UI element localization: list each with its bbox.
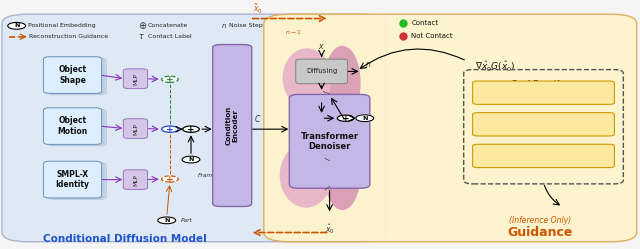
Text: Condition
Encoder: Condition Encoder <box>226 106 239 145</box>
Ellipse shape <box>284 49 331 107</box>
Text: Transformer
Denoiser: Transformer Denoiser <box>301 132 358 151</box>
Circle shape <box>182 156 200 163</box>
Text: Contact Label: Contact Label <box>148 34 191 39</box>
Text: Object
Motion: Object Motion <box>58 117 88 136</box>
Text: Goal Functions: Goal Functions <box>511 80 575 89</box>
Text: N: N <box>362 116 367 121</box>
Text: Diffusing: Diffusing <box>306 68 337 74</box>
FancyBboxPatch shape <box>124 170 148 189</box>
Text: Frame: Frame <box>198 173 216 178</box>
Text: $\nabla\hat{x}_0 G(\hat{x}_0)$: $\nabla\hat{x}_0 G(\hat{x}_0)$ <box>476 60 516 74</box>
FancyBboxPatch shape <box>472 144 614 168</box>
Circle shape <box>182 126 199 132</box>
Ellipse shape <box>280 144 332 207</box>
Text: $\hat{x}_0$: $\hat{x}_0$ <box>324 222 335 236</box>
Text: N: N <box>14 23 19 28</box>
Circle shape <box>337 115 354 121</box>
FancyBboxPatch shape <box>46 58 104 94</box>
Text: $G_{HO}(\hat{x}_0, \tau)$: $G_{HO}(\hat{x}_0, \tau)$ <box>524 86 563 100</box>
FancyBboxPatch shape <box>49 58 107 95</box>
Text: Part: Part <box>180 218 193 223</box>
FancyBboxPatch shape <box>124 119 148 138</box>
FancyBboxPatch shape <box>46 162 104 199</box>
Text: MLP: MLP <box>133 73 138 85</box>
Text: Not Contact: Not Contact <box>412 33 453 39</box>
Ellipse shape <box>324 47 360 120</box>
Text: N: N <box>188 157 194 162</box>
Text: $\tilde{x}_0$: $\tilde{x}_0$ <box>253 3 263 16</box>
Text: +: + <box>166 125 173 134</box>
Circle shape <box>8 22 26 29</box>
FancyBboxPatch shape <box>289 94 370 188</box>
FancyBboxPatch shape <box>472 81 614 104</box>
FancyBboxPatch shape <box>264 14 637 242</box>
Text: $G_{GS}(\hat{x}_0, \tau)$: $G_{GS}(\hat{x}_0, \tau)$ <box>525 117 563 131</box>
FancyBboxPatch shape <box>49 163 107 199</box>
Text: $n$: $n$ <box>221 22 227 30</box>
Text: $n-1$: $n-1$ <box>285 28 302 36</box>
Text: SMPL-X
Identity: SMPL-X Identity <box>56 170 90 189</box>
Text: Guidance: Guidance <box>508 226 573 239</box>
Circle shape <box>162 126 178 132</box>
Text: Contact: Contact <box>412 20 438 26</box>
Text: $x$: $x$ <box>318 42 325 51</box>
Circle shape <box>158 217 175 224</box>
FancyBboxPatch shape <box>212 45 252 206</box>
Text: Object
Shape: Object Shape <box>58 65 86 85</box>
Text: Reconstruction Guidance: Reconstruction Guidance <box>29 34 108 39</box>
FancyBboxPatch shape <box>124 69 148 89</box>
Text: $C$: $C$ <box>254 113 261 124</box>
Text: $\tau$: $\tau$ <box>138 32 145 41</box>
Text: +: + <box>166 175 173 184</box>
Text: Positional Embedding: Positional Embedding <box>28 23 95 28</box>
Text: ⊕: ⊕ <box>138 21 146 31</box>
Ellipse shape <box>324 136 360 209</box>
Circle shape <box>356 115 374 122</box>
FancyBboxPatch shape <box>2 14 386 242</box>
Text: +: + <box>342 114 349 123</box>
Text: MLP: MLP <box>133 123 138 134</box>
Text: $n$: $n$ <box>365 60 371 69</box>
Circle shape <box>162 176 178 182</box>
FancyBboxPatch shape <box>296 59 348 84</box>
FancyBboxPatch shape <box>44 161 102 198</box>
FancyBboxPatch shape <box>46 109 104 145</box>
FancyBboxPatch shape <box>44 57 102 93</box>
Text: (Inference Only): (Inference Only) <box>509 216 572 225</box>
Text: $x_n$: $x_n$ <box>317 98 326 108</box>
Text: +: + <box>187 125 195 134</box>
FancyBboxPatch shape <box>44 108 102 144</box>
Text: +: + <box>166 75 173 84</box>
Text: Concatenate: Concatenate <box>148 23 188 28</box>
Text: $G_{\mathrm{Feet}}(\hat{x}_0)$: $G_{\mathrm{Feet}}(\hat{x}_0)$ <box>527 149 560 163</box>
Text: Noise Step: Noise Step <box>229 23 263 28</box>
FancyBboxPatch shape <box>49 109 107 146</box>
Text: MLP: MLP <box>133 174 138 186</box>
Text: Conditional Diffusion Model: Conditional Diffusion Model <box>44 234 207 244</box>
Text: N: N <box>164 218 170 223</box>
FancyBboxPatch shape <box>472 113 614 136</box>
Circle shape <box>162 76 178 82</box>
